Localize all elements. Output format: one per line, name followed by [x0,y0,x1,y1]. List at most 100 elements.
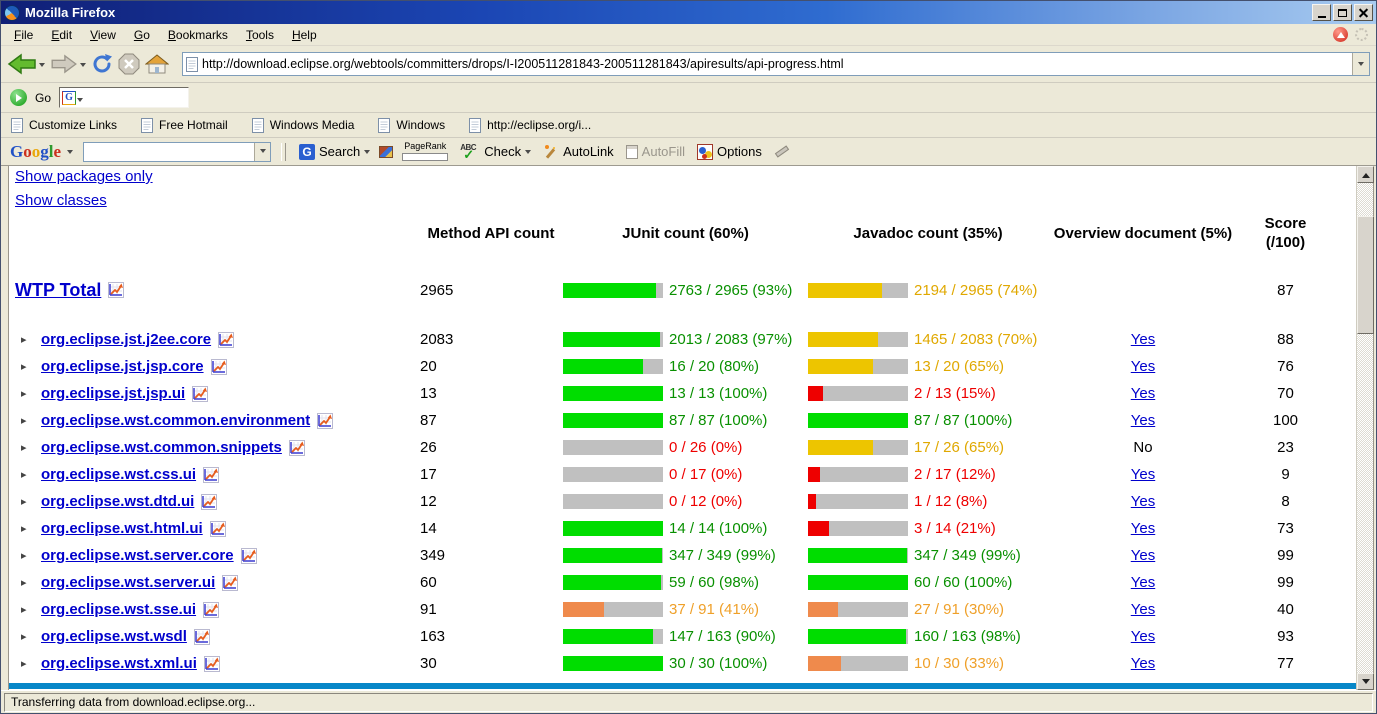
menu-edit[interactable]: Edit [51,27,73,42]
show-packages-only-link[interactable]: Show packages only [15,168,153,185]
scroll-up-button[interactable] [1357,166,1374,183]
back-dropdown-icon[interactable] [39,62,45,70]
overview-document-link[interactable]: Yes [1130,520,1156,537]
expand-triangle-icon[interactable]: ▸ [21,631,27,643]
expand-triangle-icon[interactable]: ▸ [21,469,27,481]
package-link[interactable]: org.eclipse.wst.css.ui [41,466,197,483]
package-link[interactable]: org.eclipse.wst.sse.ui [41,601,197,618]
package-link[interactable]: org.eclipse.jst.jsp.core [41,358,204,375]
menu-go[interactable]: Go [133,27,150,42]
minimize-button[interactable] [1312,4,1331,21]
back-button[interactable] [7,53,45,75]
menu-bookmarks[interactable]: Bookmarks [167,27,228,42]
scroll-down-button[interactable] [1357,673,1374,690]
package-link[interactable]: org.eclipse.wst.html.ui [41,520,203,537]
stop-button[interactable] [118,53,140,75]
package-link[interactable]: org.eclipse.wst.server.core [41,547,234,564]
package-link[interactable]: org.eclipse.jst.jsp.ui [41,385,186,402]
menu-view[interactable]: View [90,27,116,42]
overview-document-link[interactable]: Yes [1130,331,1156,348]
overview-document-link[interactable]: Yes [1130,493,1156,510]
package-link[interactable]: org.eclipse.wst.server.ui [41,574,216,591]
bookmark-item[interactable]: Customize Links [11,117,117,133]
google-search-input[interactable] [83,141,272,162]
expand-triangle-icon[interactable]: ▸ [21,550,27,562]
expand-triangle-icon[interactable]: ▸ [21,604,27,616]
vertical-scrollbar[interactable] [1356,166,1374,690]
expand-triangle-icon[interactable]: ▸ [21,496,27,508]
chart-icon[interactable] [108,282,125,298]
overview-document-link[interactable]: Yes [1130,547,1156,564]
chart-icon[interactable] [288,439,305,456]
forward-dropdown-icon[interactable] [80,62,86,70]
chart-icon[interactable] [209,520,226,537]
overview-document-link[interactable]: Yes [1130,385,1156,402]
expand-triangle-icon[interactable]: ▸ [21,388,27,400]
chevron-down-icon[interactable] [77,98,84,105]
autolink-button[interactable]: AutoLink [540,142,617,162]
overview-document-link[interactable]: Yes [1130,358,1156,375]
chevron-down-icon[interactable] [525,150,532,157]
expand-triangle-icon[interactable]: ▸ [21,415,27,427]
options-button[interactable]: Options [694,142,765,162]
menu-help[interactable]: Help [291,27,317,42]
bookmark-item[interactable]: Free Hotmail [141,117,228,133]
close-button[interactable] [1354,4,1373,21]
maximize-button[interactable] [1333,4,1352,21]
home-button[interactable] [145,53,169,75]
overview-document-link[interactable]: Yes [1130,601,1156,618]
menu-file[interactable]: File [14,27,34,42]
bookmark-item[interactable]: http://eclipse.org/i... [469,117,591,133]
chart-icon[interactable] [317,412,334,429]
package-link[interactable]: org.eclipse.wst.common.environment [41,412,311,429]
package-link[interactable]: org.eclipse.wst.xml.ui [41,655,197,672]
chart-icon[interactable] [203,655,220,672]
forward-button[interactable] [50,54,86,74]
package-link[interactable]: org.eclipse.jst.j2ee.core [41,331,212,348]
url-bar[interactable] [182,52,1370,76]
scrollbar-thumb[interactable] [1357,216,1374,334]
url-dropdown-button[interactable] [1352,53,1369,75]
google-logo-dropdown-icon[interactable] [67,150,74,157]
package-link[interactable]: org.eclipse.wst.common.snippets [41,439,282,456]
reload-button[interactable] [91,53,113,75]
update-notification-icon[interactable] [1333,27,1348,42]
package-link[interactable]: org.eclipse.wst.wsdl [41,628,187,645]
highlighter-icon[interactable] [774,145,790,158]
expand-triangle-icon[interactable]: ▸ [21,523,27,535]
expand-triangle-icon[interactable]: ▸ [21,361,27,373]
package-link[interactable]: org.eclipse.wst.dtd.ui [41,493,195,510]
wtp-total-link[interactable]: WTP Total [15,279,102,300]
chart-icon[interactable] [240,547,257,564]
chart-icon[interactable] [192,385,209,402]
search-site-icon[interactable] [379,145,394,158]
autofill-button[interactable]: AutoFill [623,142,688,161]
overview-document-link[interactable]: Yes [1130,628,1156,645]
expand-triangle-icon[interactable]: ▸ [21,442,27,454]
expand-triangle-icon[interactable]: ▸ [21,658,27,670]
overview-document-link[interactable]: Yes [1130,574,1156,591]
google-search-button[interactable]: G Search [296,142,373,162]
overview-document-link[interactable]: Yes [1130,412,1156,429]
overview-document-link[interactable]: Yes [1130,655,1156,672]
url-input[interactable] [198,57,1352,71]
chart-icon[interactable] [193,628,210,645]
go-button[interactable] [10,89,27,106]
quick-search-input[interactable]: G [59,87,190,108]
overview-document-link[interactable]: Yes [1130,466,1156,483]
bookmark-item[interactable]: Windows Media [251,117,354,133]
chevron-down-icon[interactable] [364,150,371,157]
chart-icon[interactable] [210,358,227,375]
spellcheck-button[interactable]: ABC ✓ Check [457,141,534,163]
expand-triangle-icon[interactable]: ▸ [21,334,27,346]
bookmark-item[interactable]: Windows [378,117,445,133]
google-search-dropdown-button[interactable] [254,142,271,161]
chart-icon[interactable] [203,466,220,483]
menu-tools[interactable]: Tools [245,27,274,42]
toolbar-splitter-handle[interactable] [281,142,287,161]
chart-icon[interactable] [201,493,218,510]
show-classes-link[interactable]: Show classes [15,192,107,209]
expand-triangle-icon[interactable]: ▸ [21,577,27,589]
chart-icon[interactable] [203,601,220,618]
